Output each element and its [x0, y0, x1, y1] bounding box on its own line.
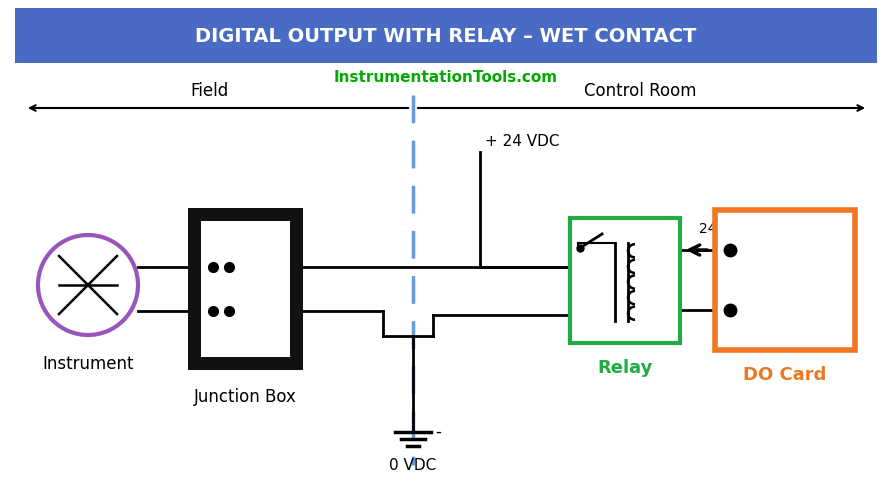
Text: + 24 VDC: + 24 VDC [485, 134, 560, 149]
Text: Field: Field [191, 82, 230, 100]
Bar [15, 8, 877, 63]
Text: Control Room: Control Room [584, 82, 697, 100]
Bar [201, 221, 290, 357]
Bar [188, 208, 303, 370]
Text: -: - [435, 423, 441, 441]
Text: CH -: CH - [742, 302, 774, 318]
Bar [570, 218, 680, 343]
Text: Junction Box: Junction Box [194, 388, 297, 406]
Text: 24 VDC: 24 VDC [699, 222, 751, 236]
Text: DO Card: DO Card [743, 366, 827, 384]
Text: 0 VDC: 0 VDC [389, 458, 437, 473]
Bar [715, 210, 855, 350]
Text: DIGITAL OUTPUT WITH RELAY – WET CONTACT: DIGITAL OUTPUT WITH RELAY – WET CONTACT [196, 28, 697, 46]
Text: Relay: Relay [597, 359, 653, 377]
Text: Instrument: Instrument [42, 355, 134, 373]
Text: CH +: CH + [742, 242, 781, 258]
Text: InstrumentationTools.com: InstrumentationTools.com [334, 70, 558, 86]
